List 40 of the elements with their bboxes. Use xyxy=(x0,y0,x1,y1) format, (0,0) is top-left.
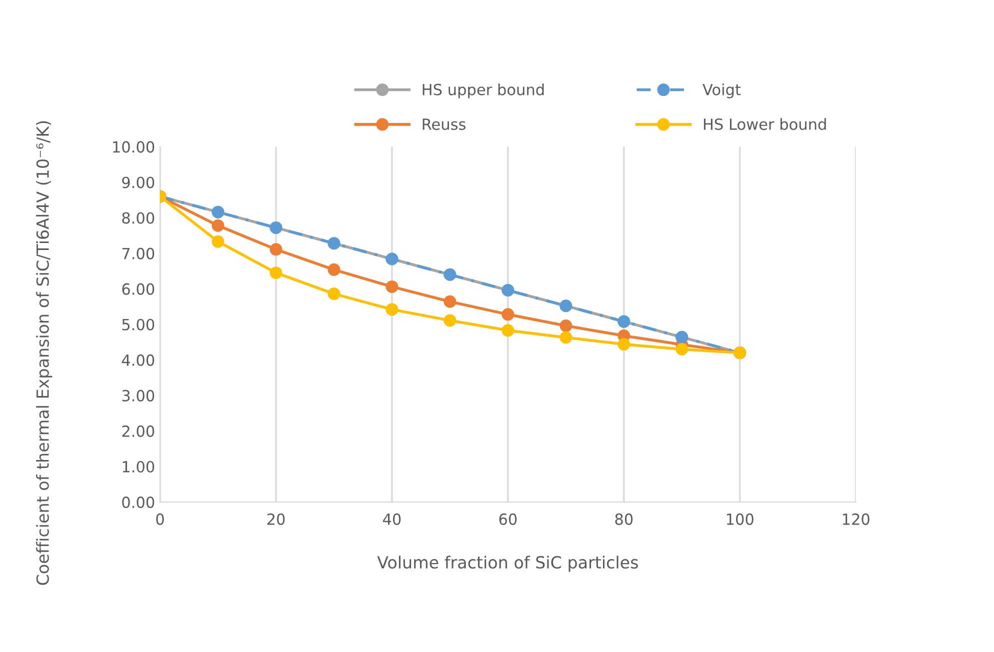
x-tick-label: 60 xyxy=(499,513,517,525)
x-tick-label: 100 xyxy=(726,513,754,525)
y-tick-label: 7.00 xyxy=(122,248,154,260)
x-tick-label: 120 xyxy=(842,513,870,525)
point xyxy=(386,303,398,316)
legend-label: HS Lower bound xyxy=(704,118,826,130)
point xyxy=(444,314,456,327)
point xyxy=(212,219,224,232)
point xyxy=(328,288,340,300)
x-tick-label: 0 xyxy=(156,513,164,525)
legend-label: Reuss xyxy=(422,118,466,130)
y-axis-title: Coefficient of thermal Expansion of SiC/Ti6Al4V (10⁻⁶/K) xyxy=(36,121,52,585)
y-tick-label: 0.00 xyxy=(122,496,154,508)
legend-label: Voigt xyxy=(702,84,741,98)
y-tick-label: 8.00 xyxy=(122,212,154,224)
y-tick-label: 4.00 xyxy=(122,354,154,366)
x-axis-title: Volume fraction of SiC particles xyxy=(377,556,638,572)
point xyxy=(386,280,398,293)
x-tick-label: 40 xyxy=(382,513,401,525)
point xyxy=(444,295,456,308)
y-tick-label: 2.00 xyxy=(122,425,154,437)
point xyxy=(502,324,514,337)
point xyxy=(618,338,630,351)
point xyxy=(212,235,224,248)
point xyxy=(270,266,282,280)
legend-label: HS upper bound xyxy=(422,84,544,98)
point xyxy=(560,331,572,344)
y-tick-label: 9.00 xyxy=(122,176,154,188)
y-tick-label: 3.00 xyxy=(122,390,154,402)
point xyxy=(270,243,282,256)
point xyxy=(502,308,514,321)
y-tick-label: 6.00 xyxy=(122,283,154,295)
x-tick-label: 20 xyxy=(267,513,285,525)
y-tick-label: 1.00 xyxy=(122,460,154,473)
y-tick-label: 10.00 xyxy=(113,141,154,153)
point xyxy=(328,263,340,276)
point xyxy=(560,320,572,332)
point xyxy=(676,342,688,356)
x-tick-label: 80 xyxy=(615,513,633,525)
y-tick-label: 5.00 xyxy=(122,318,154,330)
